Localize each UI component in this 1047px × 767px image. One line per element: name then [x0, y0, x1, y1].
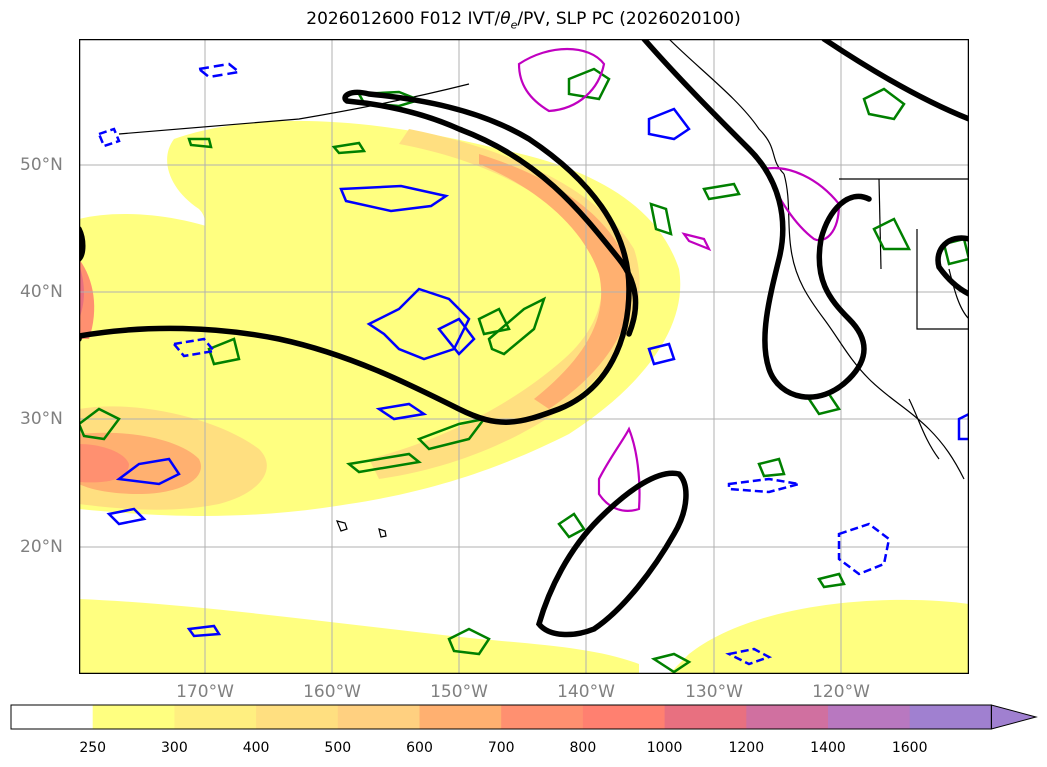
lon-label: 120°W	[812, 682, 870, 702]
lon-label: 130°W	[685, 682, 743, 702]
colorbar-tick-label: 400	[242, 740, 270, 756]
colorbar-tick-label: 300	[161, 740, 188, 756]
colorbar-swatch	[11, 705, 94, 729]
colorbar-tick-label: 1600	[891, 740, 928, 756]
map-panel	[79, 39, 969, 674]
colorbar-swatch	[337, 705, 420, 729]
colorbar-outline	[10, 704, 992, 730]
colorbar-tick-label: 1400	[810, 740, 846, 756]
colorbar-tick-label: 800	[569, 740, 597, 756]
lon-label: 140°W	[557, 682, 615, 702]
coastlines	[118, 39, 969, 538]
pv-contours	[97, 62, 969, 666]
colorbar-swatch	[828, 705, 911, 729]
colorbar-tick-label: 700	[487, 740, 515, 756]
lon-label: 170°W	[176, 682, 234, 702]
colorbar-extend-arrow	[990, 704, 1038, 730]
colorbar-swatch	[419, 705, 502, 729]
colorbar-swatch	[746, 705, 829, 729]
lat-label: 50°N	[20, 155, 63, 175]
colorbar-swatch	[909, 705, 992, 729]
chart-title: 2026012600 F012 IVT/θe/PV, SLP PC (20260…	[306, 9, 741, 32]
colorbar-tick-label: 1000	[646, 740, 683, 756]
colorbar-swatch	[664, 705, 747, 729]
lat-label: 40°N	[20, 282, 63, 302]
colorbar	[10, 704, 1038, 730]
colorbar-swatch	[582, 705, 666, 729]
colorbar-tick-label: 250	[79, 740, 107, 756]
colorbar-swatch	[501, 705, 584, 729]
map-frame	[79, 39, 969, 674]
colorbar-swatch	[92, 705, 175, 729]
lat-label: 30°N	[20, 409, 63, 429]
colorbar-tick-label: 1200	[728, 740, 765, 756]
colorbar-tick-label: 600	[406, 740, 433, 756]
colorbar-tick-label: 500	[324, 740, 352, 756]
colorbar-swatch	[256, 705, 339, 729]
slp-contours	[79, 39, 969, 638]
lat-label: 20°N	[20, 537, 63, 557]
lon-label: 160°W	[303, 682, 361, 702]
lon-label: 150°W	[430, 682, 488, 702]
colorbar-swatch	[174, 705, 257, 729]
theta-e-contours	[79, 67, 969, 674]
